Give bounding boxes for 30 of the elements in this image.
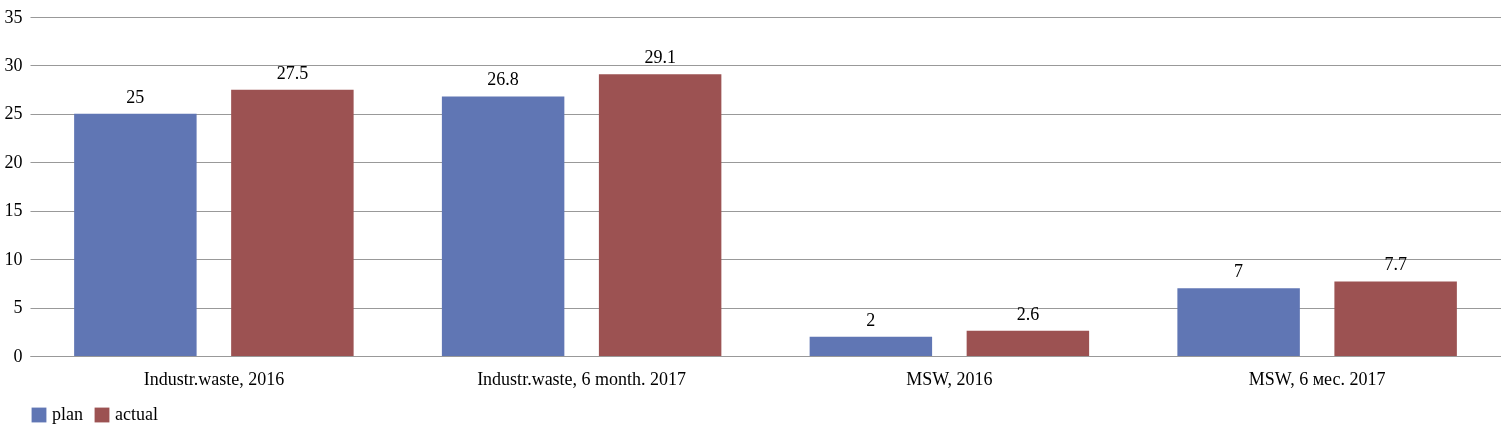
data-label: 7: [1234, 261, 1244, 282]
y-tick-label: 10: [4, 248, 23, 269]
y-tick-label: 0: [13, 345, 23, 366]
x-tick-label: Industr.waste, 2016: [143, 368, 285, 389]
data-label: 26.8: [487, 69, 519, 90]
bar: [1334, 281, 1457, 356]
x-tick-label: Industr.waste, 6 month. 2017: [477, 368, 687, 389]
data-label: 7.7: [1384, 254, 1407, 275]
data-label: 25: [126, 86, 145, 107]
data-label: 2.6: [1016, 303, 1040, 324]
y-tick-label: 25: [4, 103, 23, 124]
bar: [231, 89, 354, 356]
bar: [598, 74, 722, 356]
legend-label: actual: [115, 404, 158, 424]
data-label: 27.5: [276, 62, 309, 83]
bar: [809, 336, 933, 356]
y-tick-label: 30: [4, 54, 23, 75]
legend-label: plan: [52, 404, 83, 424]
y-tick-label: 15: [4, 200, 23, 221]
bar: [74, 113, 197, 356]
y-tick-label: 5: [13, 297, 23, 318]
x-tick-label: MSW, 2016: [906, 368, 993, 389]
data-label: 2: [866, 309, 876, 330]
y-tick-label: 35: [4, 6, 23, 27]
data-label: 29.1: [644, 47, 676, 68]
x-tick-label: MSW, 6 мес. 2017: [1248, 368, 1386, 389]
bar: [1177, 288, 1300, 356]
bar: [441, 96, 565, 356]
y-tick-label: 20: [4, 151, 23, 172]
bar: [966, 330, 1090, 356]
